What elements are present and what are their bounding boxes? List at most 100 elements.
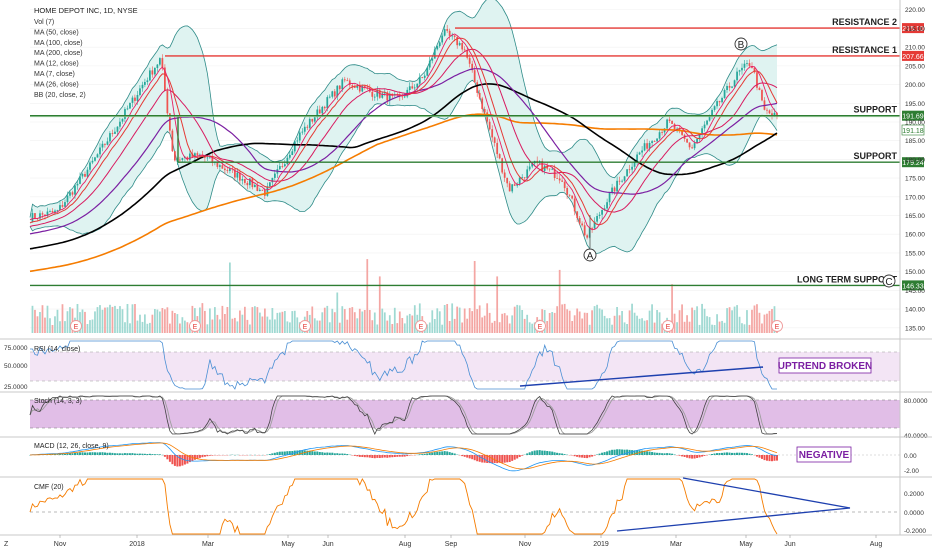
- macd-histogram-bar: [471, 455, 474, 460]
- time-tick: Nov: [519, 541, 532, 548]
- volume-bar: [221, 305, 224, 333]
- cmf-pane[interactable]: [30, 478, 900, 535]
- marker-b: B: [734, 37, 748, 51]
- volume-bar: [336, 292, 339, 333]
- volume-bar: [773, 306, 776, 333]
- macd-histogram-bar: [433, 452, 436, 455]
- volume-bar: [581, 318, 584, 333]
- candle-body: [61, 205, 64, 207]
- macd-histogram-bar: [736, 452, 738, 455]
- candle-body: [666, 119, 668, 129]
- candle-body: [84, 174, 86, 177]
- marker-c-label: C: [885, 277, 892, 288]
- volume-bar: [214, 307, 216, 333]
- macd-histogram-bar: [761, 455, 763, 459]
- candle-body: [743, 63, 746, 68]
- macd-histogram-bar: [501, 455, 504, 463]
- candle-body: [611, 187, 613, 193]
- indicator-legend-item: BB (20, close, 2): [34, 92, 86, 99]
- time-tick: Mar: [670, 541, 683, 548]
- macd-histogram-bar: [578, 455, 581, 458]
- volume-bar: [271, 308, 274, 333]
- volume-bar: [711, 324, 713, 333]
- macd-histogram-bar: [516, 455, 519, 459]
- candle-body: [541, 161, 544, 171]
- candle-body: [381, 93, 384, 98]
- macd-histogram-bar: [678, 455, 681, 456]
- candle-body: [326, 97, 329, 109]
- candle-body: [673, 123, 676, 130]
- volume-bar: [216, 314, 219, 333]
- price-axis[interactable]: 220.00 215.00 210.00 205.00 200.00 195.00 190.…: [905, 7, 925, 332]
- volume-bar: [698, 324, 701, 333]
- volume-bar: [631, 303, 633, 333]
- candle-body: [768, 110, 771, 114]
- candle-body: [476, 82, 479, 93]
- volume-bar: [41, 305, 44, 333]
- candle-body: [388, 93, 391, 101]
- macd-histogram-bar: [496, 455, 499, 464]
- time-tick: Jun: [784, 541, 795, 548]
- macd-histogram-bar: [151, 454, 154, 455]
- symbol-title: HOME DEPOT INC, 1D, NYSE: [34, 6, 138, 15]
- macd-histogram-bar: [84, 452, 86, 455]
- macd-histogram-bar: [641, 450, 644, 455]
- volume-bar: [239, 310, 241, 333]
- candle-body: [271, 177, 274, 183]
- candle-body: [328, 96, 331, 98]
- volume-bar: [588, 324, 591, 333]
- volume-bar: [753, 305, 756, 333]
- volume-bar: [513, 306, 516, 333]
- candle-body: [286, 157, 289, 165]
- volume-bar: [151, 314, 154, 333]
- candle-body: [473, 70, 476, 83]
- macd-histogram-bar: [441, 451, 444, 455]
- candle-body: [596, 216, 598, 222]
- time-tick: Nov: [54, 541, 67, 548]
- macd-histogram-bar: [618, 449, 621, 455]
- volume-bar: [181, 317, 184, 333]
- macd-histogram-bar: [396, 455, 399, 457]
- candle-body: [221, 165, 224, 169]
- volume-bar: [553, 312, 556, 333]
- volume-bar: [466, 318, 469, 333]
- candle-body: [741, 67, 743, 71]
- volume-bar: [546, 321, 549, 333]
- level-label: RESISTANCE 2: [832, 17, 897, 27]
- macd-histogram-bar: [188, 455, 191, 463]
- candle-body: [678, 128, 681, 131]
- volume-bar: [626, 324, 628, 333]
- volume-bar: [771, 309, 773, 333]
- time-tick: Jun: [322, 541, 333, 548]
- price-tick: 200.00: [905, 82, 925, 89]
- macd-histogram-bar: [94, 452, 96, 455]
- volume-bar: [321, 312, 324, 333]
- volume-bar: [64, 321, 66, 333]
- timezone-toggle[interactable]: Z: [4, 541, 9, 548]
- candle-body: [236, 172, 239, 178]
- volume-bar: [648, 310, 651, 333]
- candle-body: [531, 163, 534, 167]
- rsi-tick-25: 25.0000: [4, 384, 28, 391]
- volume-bar: [109, 304, 111, 333]
- candle-body: [496, 142, 499, 155]
- macd-histogram-bar: [763, 455, 766, 461]
- macd-histogram-bar: [598, 453, 601, 455]
- price-tick: 145.00: [905, 288, 925, 295]
- macd-histogram-bar: [116, 453, 119, 455]
- time-tick: Sep: [445, 541, 458, 548]
- macd-histogram-bar: [166, 455, 169, 460]
- time-axis[interactable]: Nov 2018 Mar May Jun Aug Sep Nov 2019 Mar May Jun Au…: [54, 535, 883, 548]
- candle-body: [131, 97, 134, 103]
- candle-body: [633, 161, 636, 167]
- volume-bar: [448, 321, 451, 333]
- candle-body: [608, 192, 611, 203]
- macd-histogram-bar: [128, 453, 131, 455]
- candle-body: [751, 66, 753, 68]
- volume-bar: [398, 311, 401, 333]
- candle-body: [631, 166, 633, 170]
- price-tick: 180.00: [905, 157, 925, 164]
- candle-body: [296, 140, 299, 142]
- volume-bar: [378, 276, 381, 333]
